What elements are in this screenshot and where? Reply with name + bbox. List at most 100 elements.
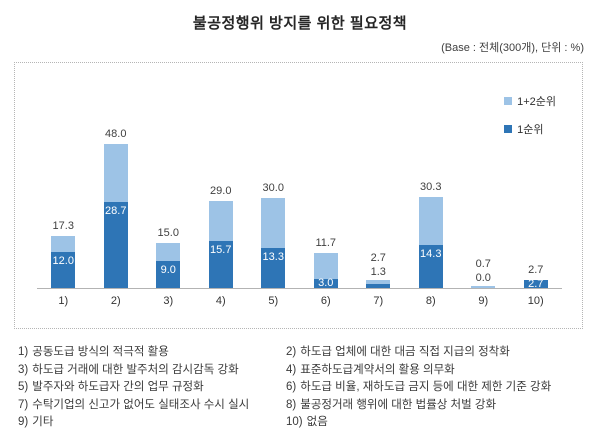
footnote-text: 발주자와 하도급자 간의 업무 규정화 — [32, 381, 204, 393]
footnote-number: 10) — [286, 416, 303, 428]
footnote-number: 1) — [18, 346, 29, 358]
bar-total-segment — [51, 236, 76, 288]
footnote-item: 1) 공동도급 방식의 적극적 활용 — [18, 344, 249, 362]
bar-total-segment — [208, 201, 233, 288]
rank1-value-label: 1.3 — [370, 266, 386, 278]
footnote-number: 8) — [286, 398, 297, 411]
bar-group-3: 15.0 9.0 3) — [142, 63, 195, 307]
bar-rank1-segment — [51, 252, 76, 288]
footnote-item: 8) 불공정거래 행위에 대한 법률상 처벌 강화 — [286, 397, 551, 415]
bar-total-segment — [156, 243, 181, 288]
bar-total-segment — [366, 280, 391, 288]
bar-total-segment — [103, 144, 128, 288]
footnote-number: 3) — [18, 363, 29, 376]
bar-total-segment — [313, 253, 338, 288]
bar-total-segment — [418, 197, 443, 288]
total-value-label: 11.7 — [315, 237, 337, 249]
footnote-text: 기타 — [32, 416, 54, 428]
x-axis-tick-label: 1) — [58, 295, 69, 307]
legend-swatch-icon — [504, 97, 513, 105]
total-value-label: 2.7 — [528, 264, 544, 276]
bar-group-6: 11.7 3.0 6) — [300, 63, 353, 307]
rank1-value-label: 2.7 — [528, 278, 544, 290]
bar-group-10: 2.7 2.7 10) — [510, 63, 563, 307]
bar-rank1-segment — [523, 280, 548, 288]
chart-legend: 1+2순위 1순위 — [504, 93, 556, 137]
footnote-text: 없음 — [306, 416, 328, 428]
x-axis-tick-label: 4) — [215, 295, 226, 307]
bar-total-segment — [523, 280, 548, 288]
bar-rank1-segment — [103, 202, 128, 288]
rank1-value-label: 28.7 — [105, 205, 127, 217]
bars-container: 17.3 12.0 1) 48.0 28.7 2) 15.0 9.0 3) 29.0 15.7 4) 3… — [37, 63, 563, 307]
base-note: (Base : 전체(300개), 단위 : %) — [441, 42, 584, 54]
rank1-value-label: 14.3 — [420, 248, 442, 260]
footnote-item: 10) 없음 — [286, 414, 551, 432]
total-value-label: 0.7 — [475, 258, 491, 270]
bar-group-8: 30.3 14.3 8) — [405, 63, 458, 307]
x-axis-tick-label: 2) — [110, 295, 121, 307]
bar-rank1-segment — [418, 245, 443, 288]
footnote-text: 불공정거래 행위에 대한 법률상 처벌 강화 — [300, 398, 497, 411]
bar-total-segment — [471, 286, 496, 288]
x-axis-line — [37, 288, 562, 289]
bar-rank1-segment — [156, 261, 181, 288]
rank1-value-label: 3.0 — [318, 277, 334, 289]
footnote-number: 6) — [286, 381, 297, 393]
bar-group-2: 48.0 28.7 2) — [90, 63, 143, 307]
footnote-item: 6) 하도급 비율, 재하도급 금지 등에 대한 제한 기준 강화 — [286, 379, 551, 397]
footnote-number: 4) — [286, 363, 297, 376]
x-axis-tick-label: 8) — [425, 295, 436, 307]
x-axis-tick-label: 10) — [527, 295, 544, 307]
rank1-value-label: 9.0 — [160, 264, 176, 276]
footnote-number: 7) — [18, 398, 29, 411]
rank1-value-label: 13.3 — [262, 251, 284, 263]
total-value-label: 17.3 — [52, 220, 74, 232]
footnote-number: 2) — [286, 346, 297, 358]
total-value-label: 15.0 — [157, 227, 179, 239]
total-value-label: 29.0 — [210, 185, 232, 197]
rank1-value-label: 15.7 — [210, 244, 232, 256]
legend-item-label: 1순위 — [517, 124, 544, 136]
chart-plot-box: 1+2순위 1순위 17.3 12.0 1) 48.0 28.7 2) 15.0 9.0 3) 29… — [14, 62, 583, 329]
footnote-column-left: 1) 공동도급 방식의 적극적 활용 3) 하도급 거래에 대한 발주처의 감시감독 … — [18, 344, 249, 432]
footnote-item: 2) 하도급 업체에 대한 대금 직접 지급의 정착화 — [286, 344, 551, 362]
x-axis-tick-label: 9) — [478, 295, 489, 307]
bar-group-4: 29.0 15.7 4) — [195, 63, 248, 307]
footnote-text: 하도급 거래에 대한 발주처의 감시감독 강화 — [32, 363, 239, 376]
rank1-value-label: 12.0 — [52, 255, 74, 267]
footnote-text: 하도급 비율, 재하도급 금지 등에 대한 제한 기준 강화 — [300, 381, 552, 393]
total-value-label: 30.0 — [262, 182, 284, 194]
bar-group-5: 30.0 13.3 5) — [247, 63, 300, 307]
legend-item-1: 1순위 — [504, 121, 556, 137]
x-axis-tick-label: 6) — [320, 295, 331, 307]
legend-item-0: 1+2순위 — [504, 93, 556, 109]
legend-item-label: 1+2순위 — [517, 96, 556, 108]
chart-title: 불공정행위 방지를 위한 필요정책 — [192, 15, 408, 32]
footnote-text: 표준하도급계약서의 활용 의무화 — [300, 363, 455, 376]
bar-group-9: 0.7 0.0 9) — [457, 63, 510, 307]
footnote-number: 9) — [18, 416, 29, 428]
bar-rank1-segment — [261, 248, 286, 288]
legend-swatch-icon — [504, 125, 513, 133]
x-axis-tick-label: 7) — [373, 295, 384, 307]
bar-rank1-segment — [366, 284, 391, 288]
footnote-item: 5) 발주자와 하도급자 간의 업무 규정화 — [18, 379, 249, 397]
bar-rank1-segment — [313, 279, 338, 288]
footnote-item: 3) 하도급 거래에 대한 발주처의 감시감독 강화 — [18, 362, 249, 380]
footnote-column-right: 2) 하도급 업체에 대한 대금 직접 지급의 정착화 4) 표준하도급계약서의 활용… — [286, 344, 551, 432]
footnote-text: 공동도급 방식의 적극적 활용 — [32, 346, 169, 358]
footnote-text: 수탁기업의 신고가 없어도 실태조사 수시 실시 — [32, 398, 250, 411]
x-axis-tick-label: 5) — [268, 295, 279, 307]
x-axis-tick-label: 3) — [163, 295, 174, 307]
footnote-item: 7) 수탁기업의 신고가 없어도 실태조사 수시 실시 — [18, 397, 249, 415]
bar-total-segment — [261, 198, 286, 288]
total-value-label: 48.0 — [105, 128, 127, 140]
footnote-text: 하도급 업체에 대한 대금 직접 지급의 정착화 — [300, 346, 510, 358]
footnote-item: 9) 기타 — [18, 414, 249, 432]
total-value-label: 2.7 — [370, 252, 386, 264]
footnote-item: 4) 표준하도급계약서의 활용 의무화 — [286, 362, 551, 380]
bar-group-1: 17.3 12.0 1) — [37, 63, 90, 307]
footnote-number: 5) — [18, 381, 29, 393]
